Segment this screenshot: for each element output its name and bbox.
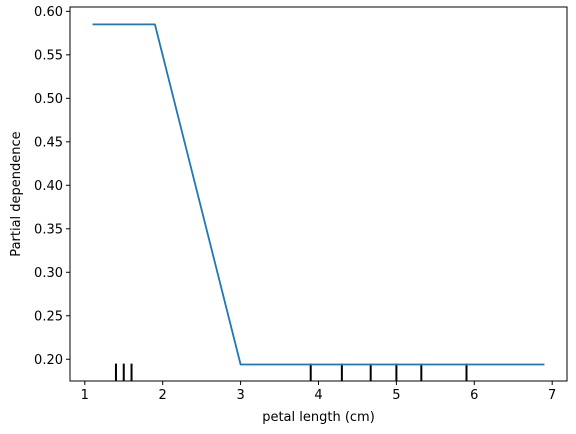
y-tick-label: 0.20 [34, 353, 63, 368]
y-tick-label: 0.55 [34, 48, 63, 63]
y-tick-label: 0.60 [34, 5, 63, 20]
partial-dependence-line [93, 24, 545, 364]
x-tick-label: 3 [236, 388, 244, 403]
x-tick-label: 5 [392, 388, 400, 403]
y-axis-ticks: 0.20 0.25 0.30 0.35 0.40 0.45 0.50 0.55 0.60 [34, 5, 70, 368]
y-tick-label: 0.40 [34, 179, 63, 194]
plot-area-frame [70, 7, 567, 381]
rug-marks [116, 364, 467, 381]
x-tick-label: 6 [470, 388, 478, 403]
x-tick-label: 2 [159, 388, 167, 403]
y-tick-label: 0.25 [34, 309, 63, 324]
y-tick-label: 0.30 [34, 266, 63, 281]
y-axis-label: Partial dependence [9, 131, 24, 256]
x-tick-label: 1 [81, 388, 89, 403]
y-tick-label: 0.50 [34, 92, 63, 107]
x-tick-label: 7 [548, 388, 556, 403]
x-axis-ticks: 1 2 3 4 5 6 7 [81, 381, 557, 403]
y-tick-label: 0.45 [34, 135, 63, 150]
x-axis-label: petal length (cm) [262, 410, 375, 425]
y-tick-label: 0.35 [34, 222, 63, 237]
series-layer [93, 24, 545, 364]
x-tick-label: 4 [314, 388, 322, 403]
